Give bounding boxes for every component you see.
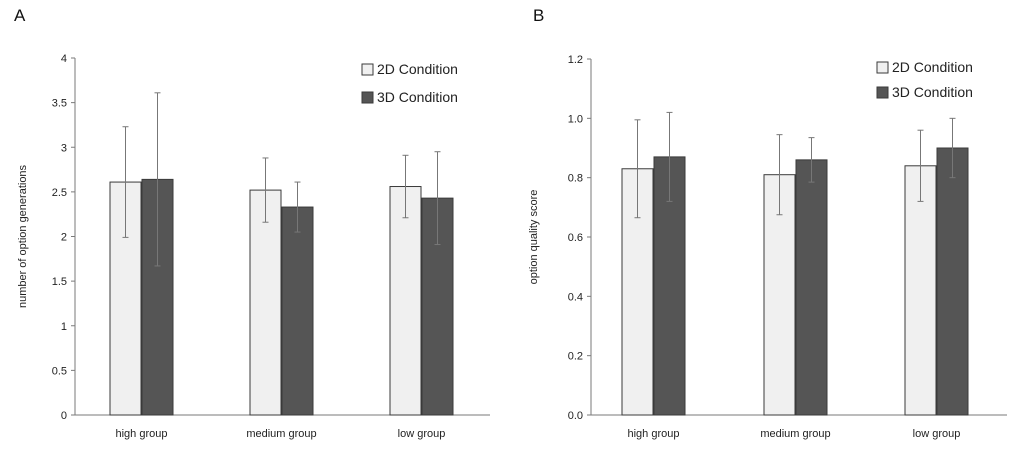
y-tick-label: 0.2 <box>568 351 583 363</box>
bar-2d-3 <box>904 165 937 416</box>
x-category-label: high group <box>628 428 680 440</box>
legend-swatch <box>876 61 889 74</box>
y-tick-label: 2 <box>61 232 67 244</box>
y-tick-label: 1 <box>61 321 67 333</box>
x-category-label: medium group <box>246 428 316 440</box>
y-tick-label: 2.5 <box>52 187 67 199</box>
y-tick-label: 0.8 <box>568 173 583 185</box>
bar-3d-2 <box>281 206 314 416</box>
y-tick-label: 0.4 <box>568 291 583 303</box>
bar-2d-3 <box>389 186 422 416</box>
legend-swatch <box>361 63 374 76</box>
legend-label: 2D Condition <box>892 59 973 75</box>
chart-panel-a: A 0 0.5 1 1.5 2 2.5 3 3.5 4 number of option gene… <box>14 6 490 440</box>
bar-chart-b: 0.0 0.2 0.4 0.6 0.8 1.0 1.2 option quality scor… <box>528 54 1007 440</box>
panel-label-b: B <box>533 6 545 25</box>
y-axis-title: number of option generations <box>17 164 29 308</box>
y-tick-label: 1.2 <box>568 54 583 66</box>
legend-label: 3D Condition <box>892 84 973 100</box>
legend-swatch <box>361 91 374 104</box>
legend-swatch <box>876 86 889 99</box>
legend-label: 3D Condition <box>377 89 458 105</box>
y-tick-label: 0.0 <box>568 410 583 422</box>
x-category-label: low group <box>913 428 961 440</box>
x-category-label: low group <box>398 428 446 440</box>
y-tick-label: 0.5 <box>52 365 67 377</box>
bar-3d-3 <box>936 147 969 416</box>
y-tick-label: 3 <box>61 142 67 154</box>
bar-3d-1 <box>141 178 174 416</box>
y-tick-label: 0 <box>61 410 67 422</box>
panel-label-a: A <box>14 6 26 25</box>
x-category-label: high group <box>116 428 168 440</box>
bar-chart-a: 0 0.5 1 1.5 2 2.5 3 3.5 4 number of option genera… <box>17 53 490 440</box>
bar-2d-2 <box>249 189 282 416</box>
x-category-label: medium group <box>760 428 830 440</box>
legend-label: 2D Condition <box>377 61 458 77</box>
chart-panel-b: B 0.0 0.2 0.4 0.6 0.8 1.0 1.2 option quality sc… <box>512 0 1024 455</box>
y-tick-label: 0.6 <box>568 232 583 244</box>
y-axis-title: option quality score <box>528 190 540 285</box>
y-tick-label: 1.0 <box>568 113 583 125</box>
y-tick-label: 4 <box>61 53 67 65</box>
y-tick-label: 1.5 <box>52 276 67 288</box>
bar-3d-2 <box>795 159 828 416</box>
y-tick-label: 3.5 <box>52 98 67 110</box>
